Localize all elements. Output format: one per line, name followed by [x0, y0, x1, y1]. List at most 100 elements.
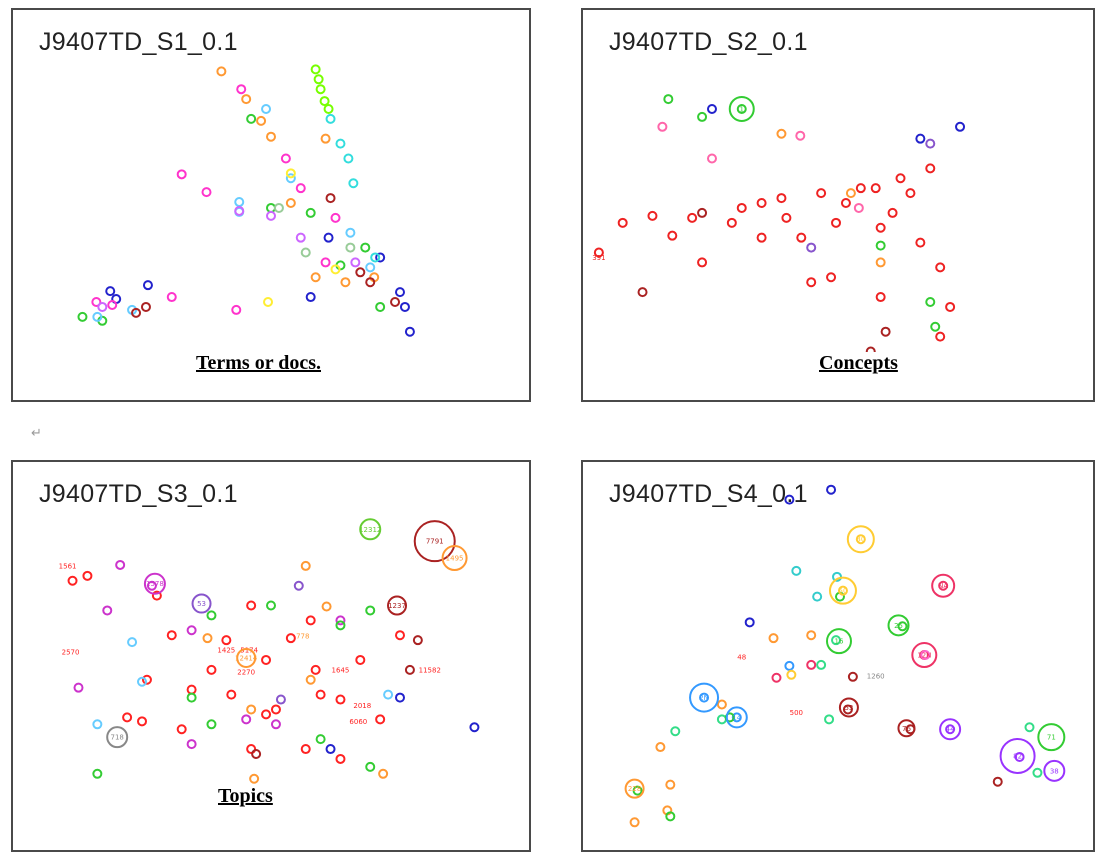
scatter-point	[756, 198, 767, 209]
scatter-point	[142, 280, 153, 291]
scatter-point	[319, 96, 330, 107]
point-label: 2270	[237, 668, 255, 676]
scatter-point	[186, 684, 197, 695]
scatter-point	[915, 133, 926, 144]
labeled-point-ring	[143, 572, 166, 595]
scatter-point	[736, 202, 747, 213]
scatter-point	[395, 630, 405, 641]
point-label: 76	[902, 725, 911, 733]
scatter-point	[345, 242, 356, 253]
scatter-point	[270, 704, 281, 715]
scatter-point	[915, 237, 926, 248]
scatter-point	[853, 202, 864, 213]
scatter-point	[335, 753, 346, 764]
scatter-point	[310, 64, 321, 75]
scatter-point	[845, 188, 856, 199]
labeled-point-ring	[999, 737, 1036, 774]
labeled-point-ring	[725, 706, 748, 729]
scatter-point	[378, 768, 389, 779]
scatter-point	[826, 484, 837, 495]
scatter-point	[404, 326, 415, 337]
scatter-point	[632, 785, 643, 796]
scatter-point	[887, 207, 898, 218]
scatter-point	[920, 650, 931, 661]
scatter-point	[340, 277, 351, 288]
scatter-point	[647, 210, 658, 221]
scatter-point	[202, 633, 213, 644]
scatter-point	[796, 232, 807, 243]
scatter-point	[412, 635, 423, 646]
scatter-point	[880, 326, 891, 337]
scatter-point	[305, 207, 316, 218]
scatter-point	[824, 714, 835, 725]
scatter-point	[855, 183, 866, 194]
scatter-point	[663, 94, 674, 105]
scatter-point	[246, 600, 257, 611]
paragraph-return-mark: ↵	[31, 426, 42, 441]
point-label: 1425	[217, 647, 235, 655]
point-label: NA	[938, 582, 948, 590]
labeled-point-ring	[236, 647, 257, 668]
point-label: 25	[894, 622, 903, 630]
scatter-point	[875, 240, 886, 251]
scatter-point	[251, 748, 262, 759]
scatter-point	[300, 560, 311, 571]
scatter-point	[186, 692, 197, 703]
scatter-point	[141, 674, 152, 685]
point-label: 228	[628, 785, 641, 793]
scatter-point	[295, 183, 306, 194]
scatter-point	[925, 297, 936, 308]
scatter-point	[82, 570, 93, 581]
scatter-point	[315, 84, 326, 95]
labeled-point-ring	[1037, 723, 1066, 752]
scatter-point	[102, 605, 113, 616]
scatter-point	[665, 811, 676, 822]
scatter-point	[221, 635, 232, 646]
labeled-point-ring	[887, 614, 910, 637]
scatter-point	[91, 297, 102, 308]
chart-panel-s4: J9407TD_S4_0.1 2N 14 30 50 16 12N NA 25 82 71 38 44…	[581, 460, 1095, 852]
chart-title: J9407TD_S3_0.1	[39, 480, 238, 508]
point-label: 778	[296, 633, 309, 641]
scatter-point	[241, 714, 252, 725]
labeled-point-ring	[359, 518, 382, 541]
point-label: 12414	[235, 654, 258, 662]
scatter-point	[256, 115, 267, 126]
scatter-point	[176, 169, 187, 180]
scatter-point	[786, 669, 797, 680]
scatter-point	[330, 212, 341, 223]
scatter-point	[706, 153, 717, 164]
scatter-point	[246, 744, 257, 755]
scatter-point	[776, 193, 787, 204]
scatter-point	[166, 630, 177, 641]
scatter-point	[300, 744, 311, 755]
scatter-point	[323, 232, 334, 243]
labeled-point-ring	[897, 719, 916, 738]
scatter-point	[806, 659, 817, 670]
scatter-point	[305, 674, 316, 685]
scatter-point	[945, 301, 956, 312]
point-label: 12312	[359, 526, 381, 534]
scatter-point	[840, 198, 851, 209]
scatter-point	[131, 307, 142, 318]
scatter-point	[206, 610, 217, 621]
scatter-point	[795, 130, 806, 141]
scatter-point	[375, 714, 386, 725]
scatter-point	[320, 257, 331, 268]
scatter-point	[335, 620, 346, 631]
scatter-point	[246, 704, 257, 715]
scatter-point	[350, 257, 361, 268]
scatter-point	[206, 719, 217, 730]
scatter-point	[706, 103, 717, 114]
scatter-point	[261, 103, 272, 114]
labeled-point-ring	[931, 573, 956, 598]
scatter-point	[365, 605, 376, 616]
scatter-point	[321, 601, 332, 612]
scatter-point	[335, 694, 346, 705]
scatter-point	[275, 694, 286, 705]
scatter-point	[875, 257, 886, 268]
scatter-point	[816, 188, 827, 199]
scatter-point	[657, 121, 668, 132]
scatter-point	[831, 635, 842, 646]
scatter-point	[305, 292, 316, 303]
